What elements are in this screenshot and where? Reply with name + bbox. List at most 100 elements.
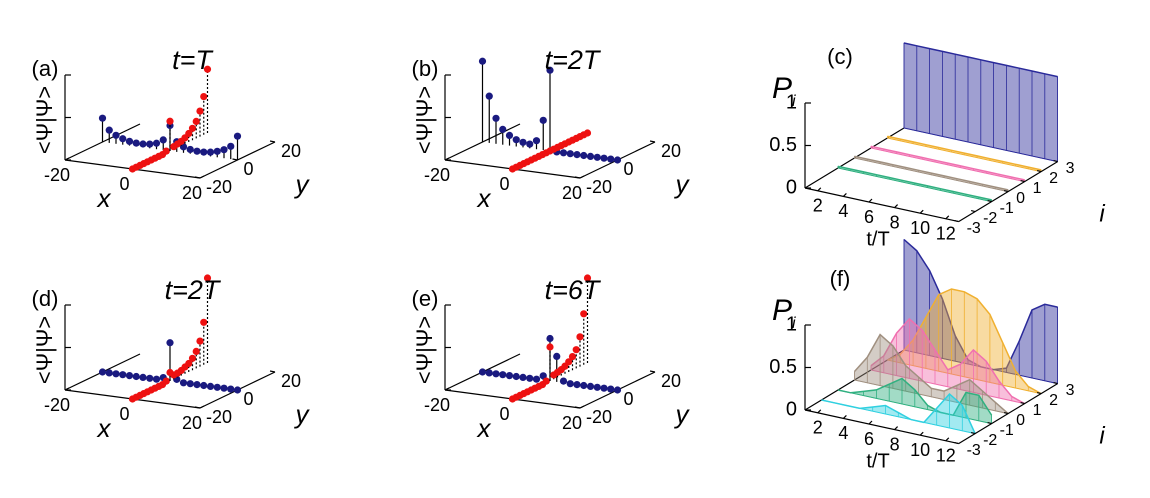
point (546, 66, 554, 74)
surface-base (837, 167, 992, 203)
x-tick (919, 209, 924, 214)
y-tick (1003, 190, 1009, 193)
y-tick-label: 0 (624, 389, 634, 409)
point (478, 368, 487, 376)
point (233, 132, 242, 140)
point (573, 381, 581, 389)
z-axis-label: <Ψ|Ψ> (412, 86, 437, 154)
point (206, 148, 215, 156)
y-tick-label: -3 (967, 442, 981, 459)
point (139, 373, 147, 381)
z-tick-label: 0.5 (769, 356, 797, 378)
x-tick-label: 20 (562, 183, 582, 203)
y-tick (987, 200, 992, 203)
point (586, 152, 595, 160)
point (546, 343, 554, 351)
surface-top (870, 317, 1025, 405)
point (573, 151, 581, 159)
y-tick-label: 0 (1016, 412, 1025, 429)
point (185, 359, 193, 368)
y-tick-label: -3 (967, 220, 981, 237)
y-axis-label: y (294, 399, 311, 429)
point (188, 354, 197, 362)
point (593, 153, 601, 161)
point (213, 383, 221, 391)
x-tick-label: 6 (864, 207, 874, 227)
point (162, 147, 170, 155)
x-tick-label: 6 (864, 429, 874, 449)
y-axis-label: y (674, 399, 691, 429)
y-tick (1020, 180, 1025, 183)
chart-title: t=T (172, 45, 214, 75)
z-tick-label: 1 (786, 313, 797, 335)
point (559, 377, 568, 385)
y-tick-label: 1 (1033, 180, 1042, 197)
point (505, 372, 514, 380)
point (586, 382, 595, 390)
z-tick-label: 0.5 (769, 134, 797, 156)
point (132, 139, 140, 147)
point (196, 107, 204, 115)
point (98, 368, 107, 376)
surface-base (887, 359, 1042, 395)
point (580, 151, 588, 160)
y-tick (269, 370, 276, 373)
point (220, 384, 228, 392)
y-tick-label: 20 (281, 141, 301, 161)
y-tick (194, 406, 201, 409)
y-tick (954, 220, 959, 223)
point (607, 155, 615, 163)
point (227, 385, 235, 393)
y-tick-label: 20 (281, 371, 301, 391)
point (203, 65, 212, 73)
y-tick-label: -1 (1000, 422, 1014, 439)
surface-base (870, 369, 1025, 405)
y-tick-label: 20 (661, 371, 681, 391)
surface-top (903, 42, 1058, 78)
y-axis-label: i (1099, 422, 1105, 449)
x-tick (199, 175, 205, 179)
x-tick-label: 2 (813, 196, 823, 216)
y-tick (574, 176, 581, 179)
point (492, 370, 500, 378)
point (559, 149, 568, 157)
point (568, 353, 577, 361)
y-tick-label: 1 (1033, 402, 1042, 419)
x-tick (817, 409, 822, 414)
point (583, 274, 592, 282)
t-axis (804, 187, 959, 223)
point (112, 131, 120, 139)
point (166, 339, 174, 347)
panel-label: (a) (32, 56, 59, 81)
point (613, 386, 622, 394)
panel-label: (d) (32, 286, 59, 311)
y-tick (970, 210, 976, 213)
point (125, 137, 134, 145)
point (166, 117, 174, 125)
x-tick-label: 0 (119, 404, 129, 424)
point (119, 135, 127, 143)
y-tick (1053, 160, 1058, 163)
x-tick-label: 4 (838, 201, 848, 221)
y-tick (1003, 412, 1009, 415)
point (125, 372, 134, 380)
surface-base (870, 147, 1025, 183)
point (512, 372, 520, 381)
point (119, 371, 127, 379)
point (485, 92, 493, 100)
y-tick-label: 2 (1049, 392, 1058, 409)
z-tick-label: 0 (786, 398, 797, 420)
z-axis-label: <Ψ|Ψ> (32, 86, 57, 154)
point (105, 126, 113, 134)
point (576, 333, 584, 341)
z-axis-label-sub: i (792, 93, 796, 110)
y-tick-label: -20 (586, 177, 612, 197)
point (478, 57, 487, 65)
x-axis-label: x (476, 183, 492, 213)
point (193, 381, 201, 389)
point (186, 380, 194, 388)
x-tick-label: 20 (182, 413, 202, 433)
point (112, 370, 120, 378)
point (200, 381, 208, 390)
